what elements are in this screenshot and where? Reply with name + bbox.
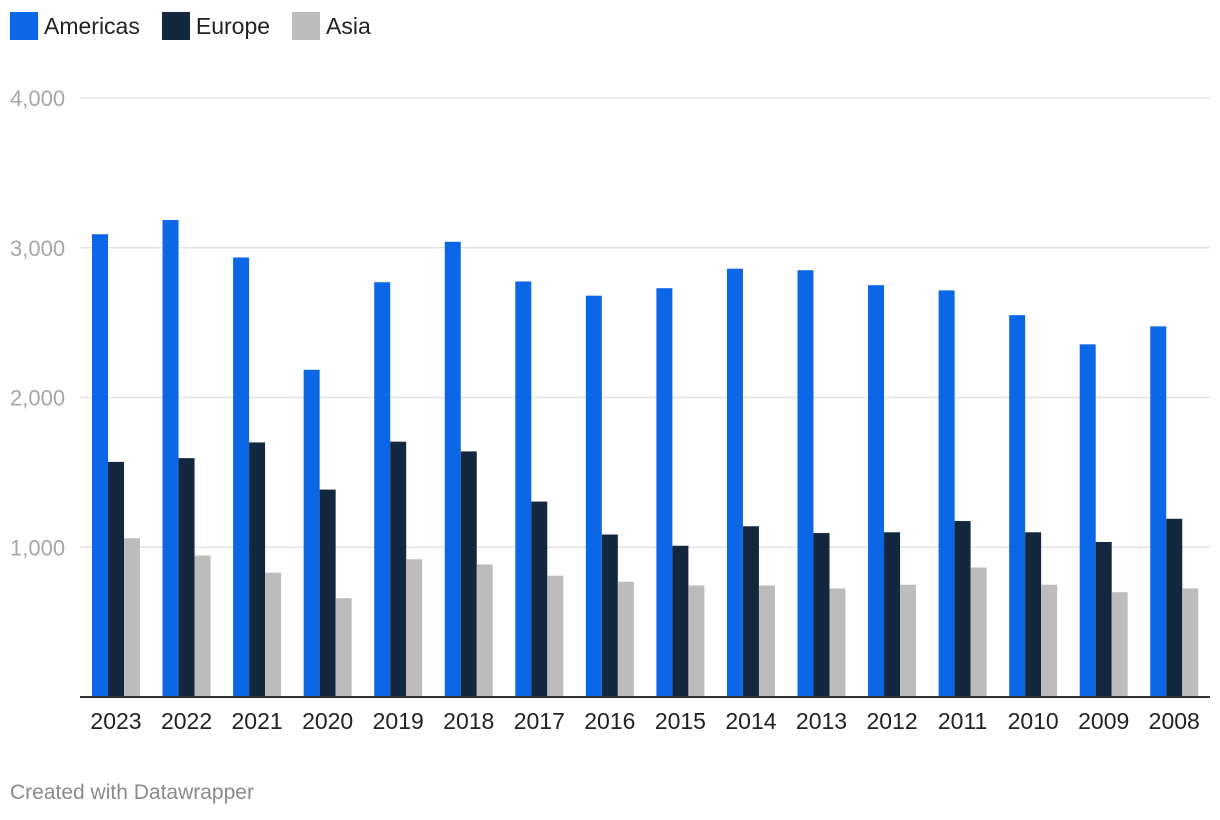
y-tick-label: 2,000 (10, 386, 65, 411)
bar-americas (726, 268, 743, 697)
bar-europe (742, 526, 759, 697)
x-tick-label: 2013 (796, 708, 847, 734)
legend-label-americas: Americas (44, 12, 140, 39)
bar-americas (233, 257, 250, 697)
bar-americas (92, 234, 108, 697)
bar-europe (954, 521, 971, 697)
bar-chart-plot: 4,000 3,000 2,000 1,000 2023 2022 2021 2020 2019… (10, 86, 1210, 734)
bar-asia (688, 585, 705, 697)
bar-europe (884, 532, 901, 697)
x-tick-label: 2010 (1008, 708, 1059, 734)
x-tick-label: 2022 (161, 708, 212, 734)
bar-americas (1079, 344, 1096, 697)
footer-credit: Created with Datawrapper (10, 781, 254, 804)
bar-asia (124, 538, 140, 697)
bar-europe (319, 489, 336, 697)
bar-asia (758, 585, 775, 697)
bar-asia (970, 567, 987, 697)
bar-europe (1025, 532, 1042, 697)
legend-item-europe: Europe (161, 12, 271, 40)
x-tick-label: 2009 (1078, 708, 1129, 734)
legend-label-asia: Asia (326, 12, 371, 39)
bar-asia (1041, 584, 1058, 697)
bar-asia (335, 598, 352, 697)
bar-asia (406, 559, 423, 697)
bar-americas (1150, 326, 1167, 697)
bar-asia (476, 564, 493, 697)
legend-swatch-americas (10, 12, 38, 40)
x-tick-label: 2021 (232, 708, 283, 734)
x-tick-label: 2014 (725, 708, 776, 734)
bar-europe (460, 451, 477, 697)
bar-americas (1009, 315, 1026, 697)
x-tick-label: 2017 (514, 708, 565, 734)
bar-europe (249, 442, 266, 697)
x-tick-label: 2016 (584, 708, 635, 734)
bar-europe (601, 534, 618, 697)
legend-item-americas: Americas (10, 12, 140, 40)
x-tick-label: 2012 (866, 708, 917, 734)
legend: Americas Europe Asia (10, 12, 393, 40)
y-tick-label: 4,000 (10, 86, 65, 111)
x-tick-label: 2011 (938, 708, 987, 734)
bar-europe (813, 533, 830, 697)
bar-americas (444, 241, 461, 697)
y-tick-label: 1,000 (10, 535, 65, 560)
bar-asia (547, 575, 564, 697)
bar-europe (1166, 518, 1183, 697)
legend-label-europe: Europe (195, 12, 271, 39)
bar-americas (868, 285, 885, 697)
bar-americas (162, 220, 179, 697)
bar-asia (265, 572, 282, 697)
y-tick-label: 3,000 (10, 236, 65, 261)
bar-europe (531, 501, 548, 697)
x-tick-label: 2015 (655, 708, 706, 734)
bar-europe (108, 461, 124, 697)
bar-americas (656, 288, 673, 697)
bar-asia (617, 581, 634, 697)
bar-europe (672, 545, 689, 697)
bar-europe (1095, 542, 1112, 697)
bar-americas (303, 369, 320, 697)
x-tick-label: 2020 (302, 708, 353, 734)
x-tick-label: 2019 (373, 708, 424, 734)
bar-asia (194, 555, 211, 697)
bar-americas (515, 281, 532, 697)
bar-asia (829, 588, 846, 697)
bar-americas (585, 295, 602, 697)
legend-swatch-europe (161, 12, 190, 40)
bar-americas (374, 282, 391, 697)
bar-americas (797, 270, 814, 697)
legend-item-asia: Asia (292, 12, 371, 40)
x-tick-label: 2018 (443, 708, 494, 734)
bar-asia (1111, 592, 1128, 697)
bar-asia (1182, 588, 1199, 697)
legend-swatch-asia (292, 12, 321, 40)
bar-europe (178, 458, 195, 697)
bar-americas (938, 290, 955, 697)
bar-europe (390, 441, 407, 697)
x-tick-label: 2023 (90, 708, 141, 734)
bar-asia (900, 584, 917, 697)
x-tick-label: 2008 (1149, 708, 1200, 734)
